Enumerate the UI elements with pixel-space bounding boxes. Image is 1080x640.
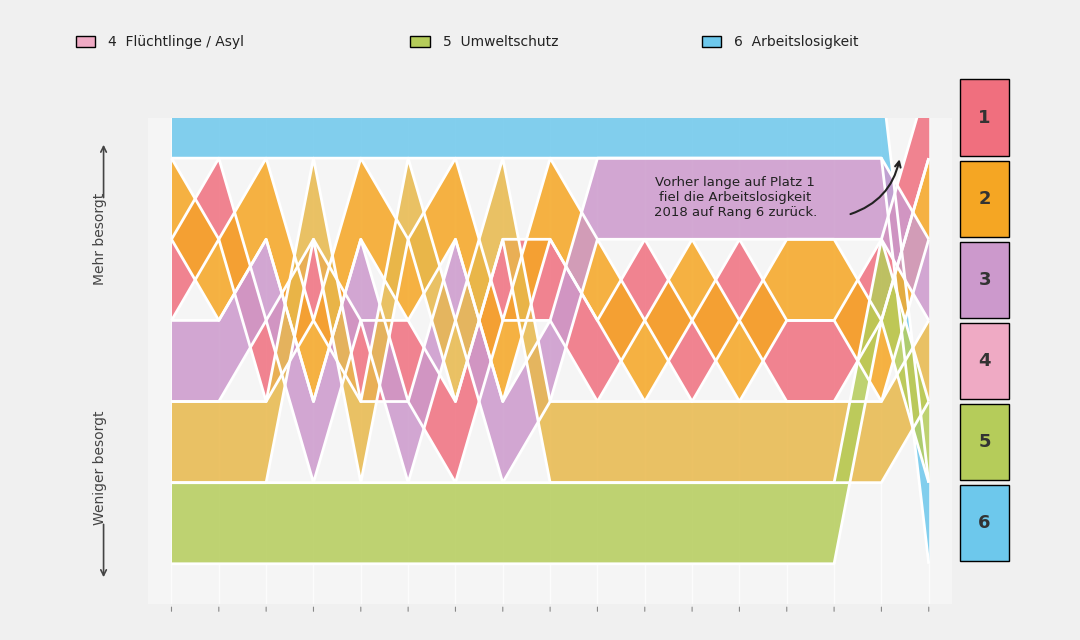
FancyBboxPatch shape <box>702 36 721 47</box>
Text: 1: 1 <box>978 109 990 127</box>
Text: 4  Flüchtlinge / Asyl: 4 Flüchtlinge / Asyl <box>108 35 244 49</box>
FancyBboxPatch shape <box>960 161 1009 237</box>
FancyBboxPatch shape <box>960 323 1009 399</box>
FancyBboxPatch shape <box>960 404 1009 480</box>
Text: 6  Arbeitslosigkeit: 6 Arbeitslosigkeit <box>734 35 859 49</box>
Text: 2: 2 <box>978 189 990 208</box>
Text: 5: 5 <box>978 433 990 451</box>
FancyBboxPatch shape <box>960 485 1009 561</box>
Text: Vorher lange auf Platz 1
fiel die Arbeitslosigkeit
2018 auf Rang 6 zurück.: Vorher lange auf Platz 1 fiel die Arbeit… <box>653 176 816 219</box>
FancyBboxPatch shape <box>960 79 1009 156</box>
Text: 3: 3 <box>978 271 990 289</box>
Text: 6: 6 <box>978 514 990 532</box>
Text: 4: 4 <box>978 352 990 370</box>
FancyBboxPatch shape <box>960 242 1009 318</box>
Text: Mehr besorgt: Mehr besorgt <box>93 193 107 285</box>
FancyBboxPatch shape <box>410 36 430 47</box>
Text: 5  Umweltschutz: 5 Umweltschutz <box>443 35 558 49</box>
Text: Weniger besorgt: Weniger besorgt <box>93 411 107 525</box>
FancyBboxPatch shape <box>76 36 95 47</box>
